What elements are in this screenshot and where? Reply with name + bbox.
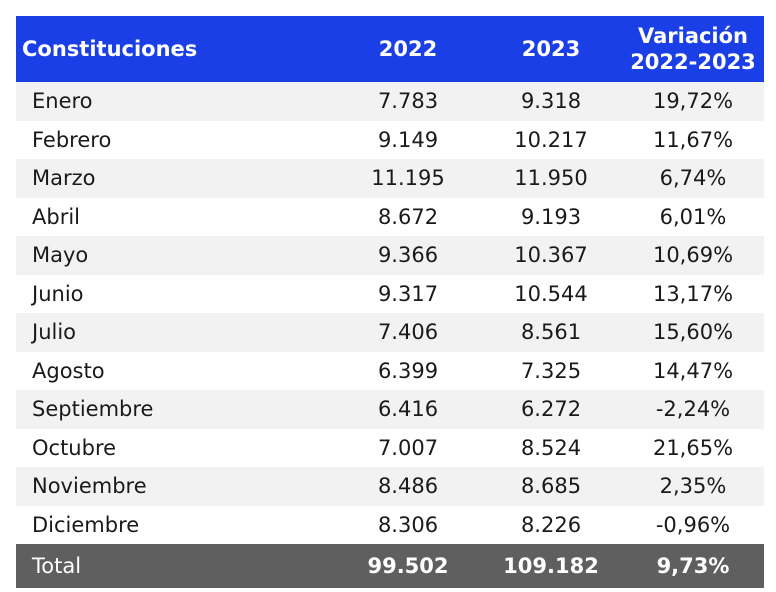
header-2022: 2022 bbox=[378, 37, 438, 61]
value-2022-cell: 11.195 bbox=[371, 166, 445, 191]
value-2023-cell: 8.685 bbox=[520, 474, 582, 499]
month-cell: Agosto bbox=[32, 358, 105, 383]
month-cell: Marzo bbox=[32, 166, 96, 191]
total-2022: 99.502 bbox=[367, 554, 449, 578]
table-row: Julio 7.406 8.561 15,60% bbox=[16, 313, 764, 352]
value-2023-cell: 9.318 bbox=[520, 89, 582, 114]
variation-cell: 15,60% bbox=[652, 320, 734, 345]
variation-cell: -0,96% bbox=[655, 512, 731, 537]
value-2023-cell: 7.325 bbox=[520, 358, 582, 383]
variation-cell: -2,24% bbox=[655, 397, 731, 422]
value-2022-cell: 9.366 bbox=[377, 243, 439, 268]
value-2023-cell: 8.226 bbox=[520, 512, 582, 537]
table-row: Junio 9.317 10.544 13,17% bbox=[16, 275, 764, 314]
value-2023-cell: 8.561 bbox=[520, 320, 582, 345]
month-cell: Octubre bbox=[32, 435, 117, 460]
value-2022-cell: 7.406 bbox=[377, 320, 439, 345]
table-row: Mayo 9.366 10.367 10,69% bbox=[16, 236, 764, 275]
variation-cell: 2,35% bbox=[659, 474, 727, 499]
value-2023-cell: 9.193 bbox=[520, 204, 582, 229]
variation-cell: 14,47% bbox=[652, 358, 734, 383]
table-row: Febrero 9.149 10.217 11,67% bbox=[16, 121, 764, 160]
table-row: Octubre 7.007 8.524 21,65% bbox=[16, 429, 764, 468]
header-2023: 2023 bbox=[521, 37, 581, 61]
month-cell: Mayo bbox=[32, 243, 89, 268]
table-body: Enero 7.783 9.318 19,72% Febrero 9.149 10.217 1… bbox=[16, 82, 764, 544]
value-2023-cell: 10.544 bbox=[514, 281, 588, 306]
value-2023-cell: 6.272 bbox=[520, 397, 582, 422]
value-2022-cell: 8.486 bbox=[377, 474, 439, 499]
variation-cell: 10,69% bbox=[652, 243, 734, 268]
header-variation-line2: 2022-2023 bbox=[630, 50, 756, 74]
table-footer: Total 99.502 109.182 9,73% bbox=[16, 544, 764, 588]
variation-cell: 13,17% bbox=[652, 281, 734, 306]
table-header: Constituciones 2022 2023 Variación 2022-… bbox=[16, 16, 764, 82]
value-2022-cell: 6.416 bbox=[377, 397, 439, 422]
table-row: Noviembre 8.486 8.685 2,35% bbox=[16, 467, 764, 506]
value-2022-cell: 6.399 bbox=[377, 358, 439, 383]
value-2022-cell: 9.317 bbox=[377, 281, 439, 306]
table-row: Abril 8.672 9.193 6,01% bbox=[16, 198, 764, 237]
value-2022-cell: 8.672 bbox=[377, 204, 439, 229]
month-cell: Junio bbox=[32, 281, 84, 306]
month-cell: Julio bbox=[32, 320, 77, 345]
month-cell: Diciembre bbox=[32, 512, 140, 537]
value-2023-cell: 11.950 bbox=[514, 166, 588, 191]
table-row: Enero 7.783 9.318 19,72% bbox=[16, 82, 764, 121]
value-2023-cell: 8.524 bbox=[520, 435, 582, 460]
value-2023-cell: 10.367 bbox=[514, 243, 588, 268]
variation-cell: 6,74% bbox=[659, 166, 727, 191]
constituciones-table: Constituciones 2022 2023 Variación 2022-… bbox=[16, 16, 764, 588]
header-constituciones: Constituciones bbox=[22, 37, 198, 61]
table-row: Septiembre 6.416 6.272 -2,24% bbox=[16, 390, 764, 429]
total-variation: 9,73% bbox=[656, 554, 730, 578]
total-label: Total bbox=[32, 554, 82, 578]
value-2022-cell: 7.783 bbox=[377, 89, 439, 114]
value-2022-cell: 8.306 bbox=[377, 512, 439, 537]
month-cell: Abril bbox=[32, 204, 80, 229]
value-2022-cell: 7.007 bbox=[377, 435, 439, 460]
variation-cell: 19,72% bbox=[652, 89, 734, 114]
month-cell: Noviembre bbox=[32, 474, 147, 499]
variation-cell: 6,01% bbox=[659, 204, 727, 229]
month-cell: Febrero bbox=[32, 127, 112, 152]
value-2022-cell: 9.149 bbox=[377, 127, 439, 152]
value-2023-cell: 10.217 bbox=[514, 127, 588, 152]
table-row: Marzo 11.195 11.950 6,74% bbox=[16, 159, 764, 198]
variation-cell: 21,65% bbox=[652, 435, 734, 460]
month-cell: Enero bbox=[32, 89, 93, 114]
month-cell: Septiembre bbox=[32, 397, 154, 422]
header-variation: Variación 2022-2023 bbox=[622, 16, 764, 82]
total-row: Total 99.502 109.182 9,73% bbox=[16, 544, 764, 588]
table-row: Diciembre 8.306 8.226 -0,96% bbox=[16, 506, 764, 545]
variation-cell: 11,67% bbox=[652, 127, 734, 152]
total-2023: 109.182 bbox=[503, 554, 599, 578]
table-row: Agosto 6.399 7.325 14,47% bbox=[16, 352, 764, 391]
header-variation-line1: Variación bbox=[637, 24, 749, 48]
header-row: Constituciones 2022 2023 Variación 2022-… bbox=[16, 16, 764, 82]
